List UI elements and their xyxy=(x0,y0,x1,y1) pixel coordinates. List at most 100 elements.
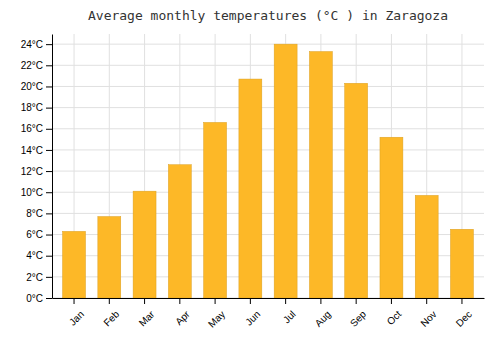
tick-label: Apr xyxy=(173,308,192,327)
grid xyxy=(52,34,484,298)
tick-label: May xyxy=(206,308,227,329)
tick-label: 10°C xyxy=(21,187,43,198)
plot: 0°C 2°C 4°C 6°C 8°C 10°C 12°C 14°C 16°C 18°C 20°C 2… xyxy=(21,34,485,330)
tick-mark xyxy=(144,298,145,304)
tick: Feb xyxy=(101,298,121,328)
tick-label: 22°C xyxy=(21,60,43,71)
tick-label: Feb xyxy=(101,308,121,328)
tick-mark xyxy=(250,298,251,304)
tick-mark xyxy=(46,108,52,109)
tick-mark xyxy=(46,277,52,278)
tick-label: 14°C xyxy=(21,145,43,156)
grid-line xyxy=(52,128,484,129)
tick-mark xyxy=(46,44,52,45)
tick-label: Jan xyxy=(67,308,86,327)
bar xyxy=(239,79,262,298)
tick: Jul xyxy=(281,298,298,325)
tick-mark xyxy=(74,298,75,304)
tick-mark xyxy=(109,298,110,304)
bars xyxy=(63,44,474,298)
tick-mark xyxy=(46,213,52,214)
bar xyxy=(345,83,368,298)
tick: 14°C xyxy=(21,145,52,156)
tick-mark xyxy=(391,298,392,304)
tick: 0°C xyxy=(26,293,52,304)
tick: Apr xyxy=(173,298,192,327)
bar xyxy=(133,191,156,298)
tick-mark xyxy=(461,298,462,304)
x-axis: Jan Feb Mar Apr May Jun Jul Aug Sep Oct Nov Dec xyxy=(53,298,485,330)
tick-label: Nov xyxy=(418,308,438,328)
grid-line xyxy=(52,192,484,193)
bar xyxy=(204,122,227,298)
axis-line xyxy=(53,298,485,299)
tick-label: 2°C xyxy=(26,272,43,283)
tick-label: 4°C xyxy=(26,250,43,261)
grid-line xyxy=(52,107,484,108)
y-axis: 0°C 2°C 4°C 6°C 8°C 10°C 12°C 14°C 16°C 18°C 20°C 2… xyxy=(21,35,53,304)
tick-label: Aug xyxy=(313,308,333,328)
chart: 0°C 2°C 4°C 6°C 8°C 10°C 12°C 14°C 16°C 18°C 20°C 2… xyxy=(0,0,500,350)
tick: 24°C xyxy=(21,39,52,50)
tick-label: Jun xyxy=(243,308,262,327)
tick: May xyxy=(206,298,227,330)
bar xyxy=(63,231,86,298)
tick-label: Oct xyxy=(385,308,404,327)
tick: Mar xyxy=(137,298,157,328)
grid-line xyxy=(52,86,484,87)
tick-label: Sep xyxy=(348,308,369,329)
tick-label: 8°C xyxy=(26,208,43,219)
grid-line xyxy=(52,171,484,172)
bar xyxy=(415,195,438,298)
tick-label: 24°C xyxy=(21,39,43,50)
bar xyxy=(380,137,403,298)
tick: 16°C xyxy=(21,123,52,134)
tick: Oct xyxy=(385,298,404,327)
bar xyxy=(98,217,121,298)
bar xyxy=(450,229,473,298)
tick-mark xyxy=(46,65,52,66)
tick-mark xyxy=(46,298,52,299)
tick: 6°C xyxy=(26,229,52,240)
tick: 20°C xyxy=(21,81,52,92)
bar xyxy=(309,52,332,298)
tick-label: 16°C xyxy=(21,123,43,134)
tick: 10°C xyxy=(21,187,52,198)
tick: Jun xyxy=(243,298,262,328)
tick: Jan xyxy=(67,298,86,328)
grid-line xyxy=(52,44,484,45)
tick: 18°C xyxy=(21,102,52,113)
tick-label: 0°C xyxy=(26,293,43,304)
tick: 4°C xyxy=(26,250,52,261)
tick-mark xyxy=(285,298,286,304)
bar xyxy=(274,44,297,298)
bar xyxy=(168,165,191,298)
tick-mark xyxy=(46,86,52,87)
tick: Aug xyxy=(313,298,333,329)
title: Average monthly temperatures (°C ) in Za… xyxy=(88,8,448,23)
tick-label: 20°C xyxy=(21,81,43,92)
tick-mark xyxy=(179,298,180,304)
tick: 2°C xyxy=(26,272,52,283)
tick-label: Jul xyxy=(281,308,298,325)
grid-line xyxy=(52,149,484,150)
tick-label: 6°C xyxy=(26,229,43,240)
tick-mark xyxy=(46,235,52,236)
tick-mark xyxy=(46,256,52,257)
tick-mark xyxy=(320,298,321,304)
tick-mark xyxy=(46,129,52,130)
tick: Dec xyxy=(454,298,474,329)
tick-mark xyxy=(215,298,216,304)
tick-label: 12°C xyxy=(21,166,43,177)
axis-line xyxy=(52,35,53,299)
tick-mark xyxy=(46,192,52,193)
tick-mark xyxy=(356,298,357,304)
tick: 12°C xyxy=(21,166,52,177)
tick-mark xyxy=(426,298,427,304)
tick-label: 18°C xyxy=(21,102,43,113)
tick: 8°C xyxy=(26,208,52,219)
tick-label: Dec xyxy=(454,308,474,328)
tick: Nov xyxy=(418,298,438,329)
tick-mark xyxy=(46,150,52,151)
tick-mark xyxy=(46,171,52,172)
